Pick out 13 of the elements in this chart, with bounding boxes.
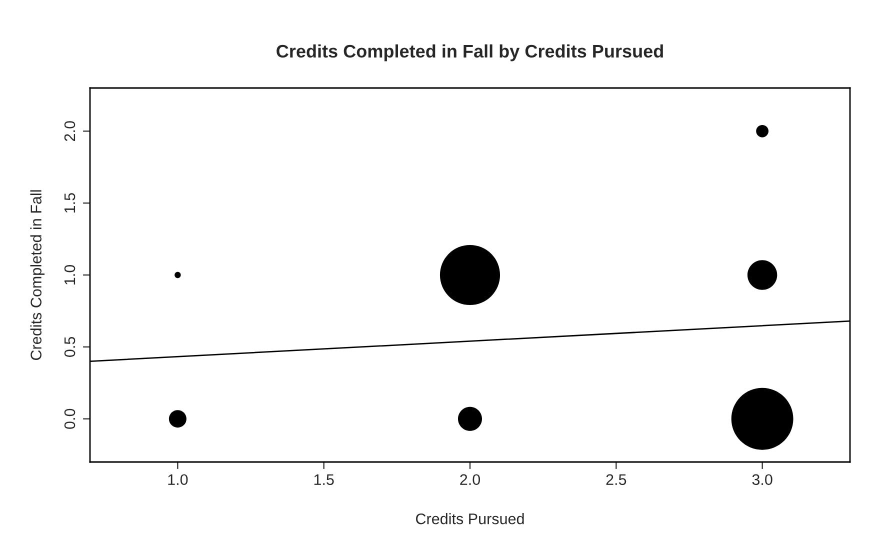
x-tick-label: 1.5 xyxy=(314,474,334,486)
x-tick-label: 3.0 xyxy=(752,474,772,486)
y-tick-label: 1.0 xyxy=(64,264,76,284)
y-axis-title: Credits Completed in Fall xyxy=(30,190,45,360)
y-tick-label: 0.5 xyxy=(64,336,76,357)
chart-title: Credits Completed in Fall by Credits Pursued xyxy=(276,44,663,62)
y-tick-label: 0.0 xyxy=(64,408,76,429)
x-tick-label: 2.5 xyxy=(606,474,626,486)
x-tick-label: 2.0 xyxy=(460,474,480,486)
x-axis-title: Credits Pursued xyxy=(416,513,524,524)
y-tick-label: 2.0 xyxy=(64,121,76,142)
y-tick-label: 1.5 xyxy=(64,193,76,213)
x-tick-label: 1.0 xyxy=(168,474,188,486)
